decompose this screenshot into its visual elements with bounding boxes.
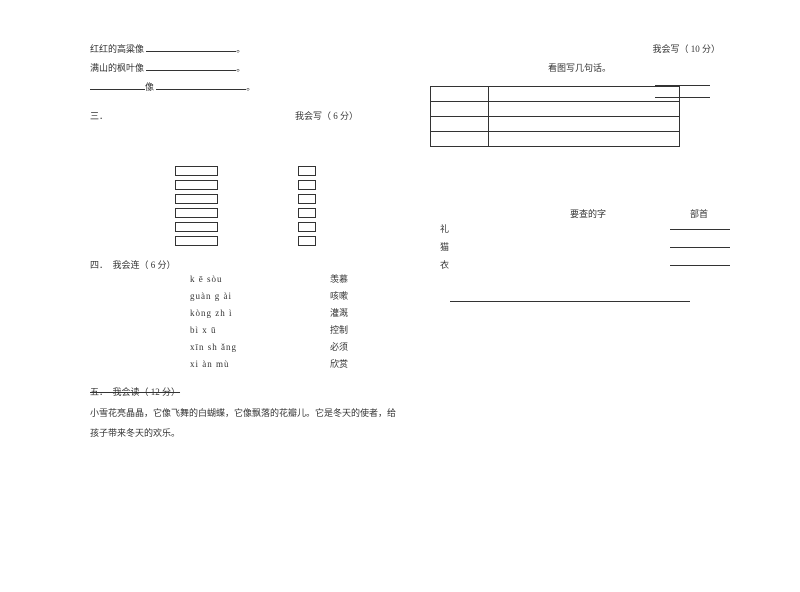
section-4-label: 四． 我会连（ 6 分） [90, 258, 400, 271]
blank[interactable] [90, 81, 145, 90]
table-cell[interactable] [489, 86, 680, 101]
fill-text: 满山的枫叶像 [90, 63, 144, 73]
lookup-header-radical: 部首 [690, 207, 708, 220]
chinese-word: 欣赏 [330, 356, 370, 373]
chinese-word: 羡慕 [330, 271, 370, 288]
table-cell[interactable] [431, 101, 489, 116]
write-box[interactable] [298, 208, 316, 218]
period: 。 [246, 82, 255, 92]
blank[interactable] [655, 90, 710, 98]
chinese-word: 咳嗽 [330, 288, 370, 305]
blank[interactable] [655, 78, 710, 86]
table-cell[interactable] [431, 131, 489, 146]
blank[interactable] [156, 81, 246, 90]
section-3-label: 三． [90, 109, 295, 122]
lookup-char: 礼 [440, 220, 460, 238]
pinyin: kòng zh ì [190, 305, 330, 322]
table-cell[interactable] [489, 131, 680, 146]
fill-text: 像 [145, 82, 154, 92]
pinyin: bì x ū [190, 322, 330, 339]
table-cell[interactable] [431, 116, 489, 131]
blank[interactable] [670, 220, 730, 230]
pinyin: xi àn mù [190, 356, 330, 373]
table-cell[interactable] [489, 116, 680, 131]
chinese-word: 必须 [330, 339, 370, 356]
pinyin: guàn g ài [190, 288, 330, 305]
period: 。 [236, 44, 245, 54]
blank[interactable] [450, 292, 690, 302]
chinese-word: 灌溉 [330, 305, 370, 322]
reading-text: 小雪花亮晶晶，它像飞舞的白蝴蝶，它像飘落的花瓣儿。它是冬天的使者，给孩子带来冬天… [90, 404, 400, 444]
pinyin: xīn sh ǎng [190, 339, 330, 356]
write-box[interactable] [175, 236, 218, 246]
blank[interactable] [146, 62, 236, 71]
pinyin: k ē sòu [190, 271, 330, 288]
table-cell[interactable] [489, 101, 680, 116]
blank[interactable] [670, 256, 730, 266]
section-3-title: 我会写（ 6 分） [295, 109, 358, 122]
right-sub: 看图写几句话。 [430, 59, 730, 78]
write-box[interactable] [298, 166, 316, 176]
right-title: 我会写（ 10 分） [430, 40, 730, 59]
lookup-char: 猫 [440, 238, 460, 256]
chinese-word: 控制 [330, 322, 370, 339]
write-box[interactable] [298, 180, 316, 190]
write-box[interactable] [175, 222, 218, 232]
write-box[interactable] [175, 194, 218, 204]
write-box[interactable] [298, 194, 316, 204]
table-cell[interactable] [431, 86, 489, 101]
lookup-header-char: 要查的字 [570, 207, 690, 220]
write-box[interactable] [175, 208, 218, 218]
write-box[interactable] [298, 222, 316, 232]
blank[interactable] [146, 43, 236, 52]
write-box[interactable] [298, 236, 316, 246]
write-table [430, 86, 680, 147]
lookup-char: 衣 [440, 256, 460, 274]
fill-text: 红红的高粱像 [90, 44, 144, 54]
write-box[interactable] [175, 180, 218, 190]
period: 。 [236, 63, 245, 73]
section-5-label: 五． 我会读（ 12 分） [90, 387, 180, 397]
write-box[interactable] [175, 166, 218, 176]
blank[interactable] [670, 238, 730, 248]
